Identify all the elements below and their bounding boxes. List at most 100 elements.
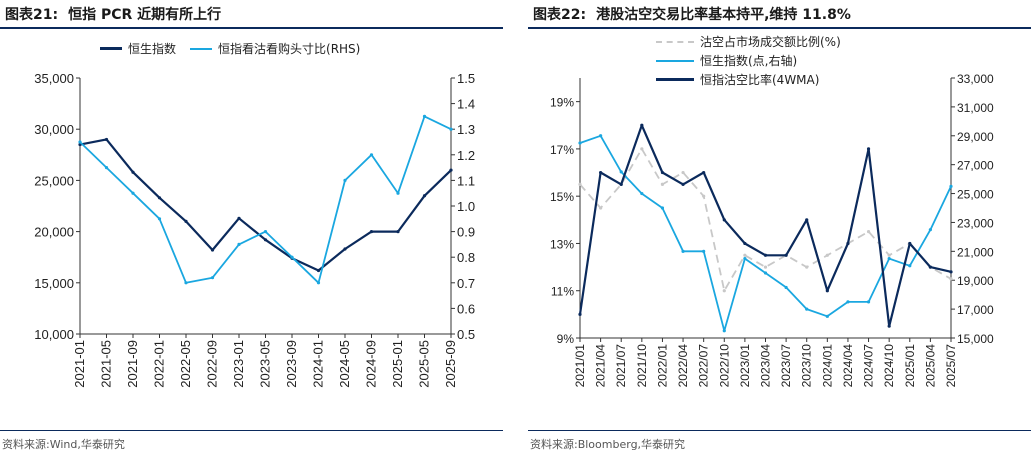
- x-tick-label: 2025/01: [903, 344, 917, 388]
- y-tick-label-left: 15%: [550, 190, 574, 204]
- x-tick-label: 2024-05: [337, 340, 352, 388]
- data-point: [949, 270, 953, 274]
- data-point: [369, 153, 374, 157]
- x-tick-label: 2022/01: [655, 344, 669, 388]
- data-point: [237, 242, 241, 246]
- x-tick-label: 2021-01: [72, 340, 87, 388]
- data-point: [743, 241, 747, 246]
- x-tick-label: 2021/04: [594, 344, 608, 388]
- source-rule: [528, 430, 1031, 431]
- y-tick-label-right: 0.9: [457, 225, 475, 240]
- chart-title: 图表22: 港股沽空交易比率基本持平,维持 11.8%: [533, 7, 851, 23]
- data-point: [131, 170, 135, 174]
- data-point: [722, 289, 726, 293]
- data-point: [846, 300, 850, 304]
- data-point: [578, 312, 582, 316]
- y-tick-label-right: 21,000: [957, 245, 994, 259]
- data-point: [396, 191, 400, 195]
- data-point: [949, 277, 953, 281]
- x-tick-label: 2025-09: [443, 340, 458, 388]
- y-tick-label-right: 19,000: [957, 274, 994, 288]
- data-point: [578, 182, 582, 186]
- x-tick-label: 2023/01: [738, 344, 752, 388]
- legend-item-hsi: 恒生指数: [100, 39, 176, 58]
- y-tick-label-left: 25,000: [34, 173, 74, 188]
- x-tick-label: 2024/04: [841, 344, 855, 388]
- data-point: [722, 329, 726, 333]
- data-point: [866, 147, 871, 151]
- chart-panel-short-ratio: 图表22: 港股沽空交易比率基本持平,维持 11.8% 19% 17% 15% 13% 1…: [528, 0, 1031, 456]
- x-tick-label: 2024/07: [862, 344, 876, 388]
- data-point: [825, 253, 829, 257]
- data-point: [702, 249, 706, 253]
- data-point: [343, 178, 347, 182]
- chart-source: 资料来源:Bloomberg,华泰研究: [530, 438, 686, 451]
- y-tick-label-right: 0.5: [457, 327, 475, 342]
- data-point: [619, 170, 623, 174]
- chart-legend: 沽空占市场成交额比例(%) 恒生指数(点,右轴) 恒指沽空比率(4WMA): [656, 32, 841, 89]
- data-point: [805, 265, 809, 269]
- y-tick-label-left: 15,000: [34, 276, 74, 291]
- y-tick-label-right: 1.1: [457, 173, 475, 188]
- data-point: [908, 264, 912, 268]
- series-line-1: [79, 115, 452, 284]
- data-point: [237, 216, 241, 220]
- legend-item-short-share: 沽空占市场成交额比例(%): [656, 32, 841, 51]
- chart-title: 图表21: 恒指 PCR 近期有所上行: [5, 7, 222, 23]
- data-point: [805, 218, 809, 222]
- data-point: [396, 230, 400, 234]
- x-tick-label: 2022-01: [152, 340, 167, 388]
- y-tick-label-right: 29,000: [957, 130, 994, 144]
- data-point: [449, 168, 453, 172]
- data-point: [722, 218, 726, 222]
- data-point: [763, 265, 768, 269]
- x-tick-label: 2023-01: [231, 340, 246, 388]
- x-tick-label: 2023-05: [258, 340, 273, 388]
- legend-item-short-ratio: 恒指沽空比率(4WMA): [656, 70, 841, 89]
- short-ratio-chart: 19% 17% 15% 13% 11% 9% 33,000 31,000 29,000 27,00…: [550, 72, 994, 388]
- data-point: [660, 206, 665, 210]
- data-point: [743, 256, 747, 261]
- data-point: [702, 194, 706, 198]
- data-point: [928, 228, 932, 232]
- series-line-0: [79, 138, 452, 272]
- x-tick-label: 2021-09: [125, 340, 140, 388]
- y-tick-label-right: 1.5: [457, 71, 475, 86]
- x-tick-label: 2023/10: [800, 344, 814, 388]
- y-tick-label-left: 13%: [550, 237, 574, 251]
- x-tick-label: 2022/07: [697, 344, 711, 388]
- legend-swatch: [656, 59, 694, 62]
- y-tick-label-right: 23,000: [957, 216, 994, 230]
- data-point: [866, 230, 871, 234]
- chart-panel-pcr: 图表21: 恒指 PCR 近期有所上行 35,000 30,000 25,000 20,…: [0, 0, 503, 456]
- data-point: [825, 289, 829, 293]
- data-point: [805, 307, 809, 311]
- data-point: [263, 230, 268, 234]
- y-tick-label-right: 27,000: [957, 159, 994, 173]
- data-point: [908, 241, 912, 246]
- y-tick-label-right: 0.8: [457, 250, 475, 265]
- title-rule: [528, 27, 1031, 29]
- data-point: [681, 170, 685, 175]
- legend-swatch: [656, 40, 694, 43]
- x-tick-label: 2022-05: [178, 340, 193, 388]
- data-point: [316, 281, 321, 285]
- legend-swatch: [190, 47, 213, 50]
- data-point: [449, 127, 453, 131]
- x-tick-label: 2022/10: [717, 344, 731, 388]
- data-point: [702, 170, 706, 175]
- data-point: [928, 265, 932, 269]
- data-point: [866, 300, 871, 304]
- y-tick-label-left: 11%: [551, 285, 574, 299]
- y-tick-label-left: 10,000: [34, 327, 74, 342]
- data-point: [184, 219, 188, 223]
- data-point: [640, 123, 644, 127]
- data-point: [157, 217, 162, 221]
- data-point: [290, 255, 294, 259]
- x-tick-label: 2024-09: [364, 340, 379, 388]
- data-point: [578, 141, 582, 145]
- series-line-0: [579, 147, 952, 292]
- x-tick-label: 2024-01: [311, 340, 326, 388]
- y-tick-label-right: 1.4: [457, 97, 475, 112]
- source-rule: [0, 430, 503, 431]
